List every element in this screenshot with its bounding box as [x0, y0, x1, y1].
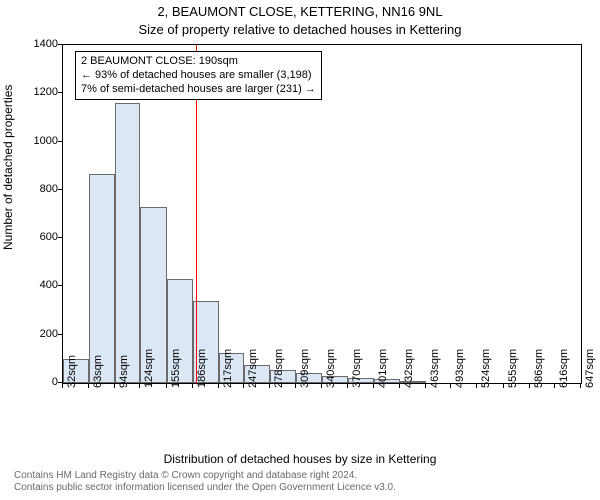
y-tick-mark — [58, 285, 62, 286]
y-tick-label: 0 — [24, 376, 58, 388]
plot-area: 2 BEAUMONT CLOSE: 190sqm← 93% of detache… — [62, 44, 582, 384]
x-tick-label: 370sqm — [351, 349, 363, 388]
x-tick-label: 616sqm — [558, 349, 570, 388]
annotation-line-1: 2 BEAUMONT CLOSE: 190sqm — [81, 55, 316, 69]
y-tick-label: 600 — [24, 231, 58, 243]
footer-line-1: Contains HM Land Registry data © Crown c… — [14, 470, 396, 482]
x-tick-label: 493sqm — [454, 349, 466, 388]
x-tick-mark — [425, 384, 426, 388]
chart-title: 2, BEAUMONT CLOSE, KETTERING, NN16 9NL — [0, 4, 600, 19]
x-tick-label: 647sqm — [584, 349, 596, 388]
x-tick-label: 278sqm — [273, 349, 285, 388]
x-tick-label: 555sqm — [507, 349, 519, 388]
y-tick-mark — [58, 44, 62, 45]
annotation-line-3: 7% of semi-detached houses are larger (2… — [81, 83, 316, 97]
histogram-bar — [89, 174, 115, 383]
footer-line-2: Contains public sector information licen… — [14, 482, 396, 494]
x-tick-label: 432sqm — [403, 349, 415, 388]
annotation-line-2: ← 93% of detached houses are smaller (3,… — [81, 69, 316, 83]
y-axis-label: Number of detached properties — [1, 85, 15, 250]
x-tick-label: 124sqm — [143, 349, 155, 388]
x-tick-label: 217sqm — [222, 349, 234, 388]
y-tick-label: 1000 — [24, 135, 58, 147]
y-tick-mark — [58, 334, 62, 335]
x-tick-mark — [269, 384, 270, 388]
x-tick-label: 309sqm — [299, 349, 311, 388]
x-tick-label: 463sqm — [429, 349, 441, 388]
x-tick-label: 186sqm — [196, 349, 208, 388]
x-tick-label: 32sqm — [66, 355, 78, 388]
footer-attribution: Contains HM Land Registry data © Crown c… — [14, 470, 396, 494]
y-tick-label: 1200 — [24, 86, 58, 98]
x-tick-mark — [580, 384, 581, 388]
x-tick-label: 401sqm — [377, 349, 389, 388]
y-tick-label: 200 — [24, 328, 58, 340]
x-tick-mark — [554, 384, 555, 388]
x-tick-mark — [373, 384, 374, 388]
x-tick-mark — [192, 384, 193, 388]
x-tick-label: 586sqm — [533, 349, 545, 388]
x-tick-mark — [114, 384, 115, 388]
y-tick-mark — [58, 141, 62, 142]
y-tick-mark — [58, 382, 62, 383]
x-tick-label: 247sqm — [247, 349, 259, 388]
x-tick-mark — [399, 384, 400, 388]
y-tick-label: 800 — [24, 183, 58, 195]
x-tick-label: 94sqm — [118, 355, 130, 388]
x-tick-mark — [503, 384, 504, 388]
x-tick-mark — [139, 384, 140, 388]
x-tick-label: 155sqm — [170, 349, 182, 388]
y-tick-label: 400 — [24, 279, 58, 291]
y-tick-mark — [58, 92, 62, 93]
x-tick-label: 340sqm — [325, 349, 337, 388]
x-tick-label: 524sqm — [480, 349, 492, 388]
x-tick-mark — [347, 384, 348, 388]
histogram-bar — [115, 103, 140, 383]
x-tick-label: 63sqm — [92, 355, 104, 388]
x-tick-mark — [529, 384, 530, 388]
x-tick-mark — [218, 384, 219, 388]
x-tick-mark — [62, 384, 63, 388]
x-tick-mark — [295, 384, 296, 388]
x-tick-mark — [243, 384, 244, 388]
x-tick-mark — [321, 384, 322, 388]
x-axis-label: Distribution of detached houses by size … — [0, 452, 600, 466]
y-tick-mark — [58, 237, 62, 238]
x-tick-mark — [166, 384, 167, 388]
annotation-box: 2 BEAUMONT CLOSE: 190sqm← 93% of detache… — [75, 51, 322, 100]
x-tick-mark — [88, 384, 89, 388]
y-tick-mark — [58, 189, 62, 190]
y-tick-label: 1400 — [24, 38, 58, 50]
x-tick-mark — [450, 384, 451, 388]
x-tick-mark — [476, 384, 477, 388]
chart-subtitle: Size of property relative to detached ho… — [0, 22, 600, 37]
